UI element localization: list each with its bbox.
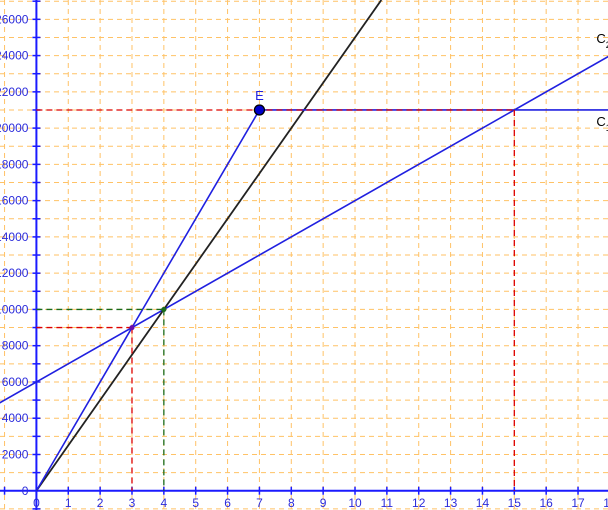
svg-text:4: 4 [161, 496, 168, 510]
svg-text:1: 1 [65, 496, 72, 510]
svg-text:C2: C2 [596, 31, 608, 50]
svg-text:4000: 4000 [2, 411, 29, 425]
svg-text:14: 14 [476, 496, 490, 510]
svg-text:17: 17 [571, 496, 585, 510]
svg-text:5: 5 [192, 496, 199, 510]
svg-text:9: 9 [320, 496, 327, 510]
svg-text:16000: 16000 [0, 194, 29, 208]
svg-text:26000: 26000 [0, 12, 29, 26]
svg-text:3: 3 [129, 496, 136, 510]
svg-text:8: 8 [288, 496, 295, 510]
svg-text:24000: 24000 [0, 49, 29, 63]
svg-text:12: 12 [412, 496, 426, 510]
svg-text:E: E [255, 88, 264, 103]
svg-text:15: 15 [508, 496, 522, 510]
svg-text:8000: 8000 [2, 339, 29, 353]
svg-text:16: 16 [539, 496, 553, 510]
svg-text:0: 0 [33, 496, 40, 510]
svg-text:22000: 22000 [0, 85, 29, 99]
svg-text:20000: 20000 [0, 121, 29, 135]
svg-text:7: 7 [256, 496, 263, 510]
svg-text:18: 18 [603, 496, 608, 510]
svg-text:10: 10 [348, 496, 362, 510]
svg-text:0: 0 [22, 484, 29, 498]
svg-text:18000: 18000 [0, 157, 29, 171]
svg-text:6: 6 [224, 496, 231, 510]
svg-text:6000: 6000 [2, 375, 29, 389]
svg-text:12000: 12000 [0, 266, 29, 280]
svg-text:13: 13 [444, 496, 458, 510]
svg-text:2000: 2000 [2, 447, 29, 461]
svg-text:C1: C1 [596, 114, 608, 133]
svg-text:11: 11 [381, 496, 394, 510]
svg-text:10000: 10000 [0, 302, 29, 316]
svg-text:2: 2 [97, 496, 104, 510]
svg-text:14000: 14000 [0, 230, 29, 244]
